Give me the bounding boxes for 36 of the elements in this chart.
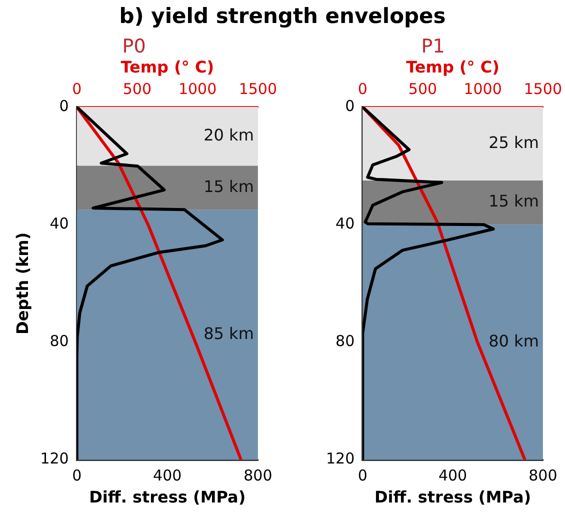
band-label: 25 km: [488, 132, 539, 152]
x2-tick-label: 1500: [238, 80, 278, 98]
y-axis-title: Depth (km): [12, 232, 32, 334]
x-axis-title: Diff. stress (MPa): [374, 488, 532, 507]
x-tick-label: 400: [153, 466, 182, 485]
x2-tick-label: 500: [408, 80, 438, 98]
x-tick-label: 800: [244, 466, 272, 485]
x2-tick-label: 0: [72, 80, 82, 98]
x2-tick-label: 500: [122, 80, 152, 98]
x2-tick-label: 1000: [178, 80, 217, 98]
x2-axis-title: Temp (° C): [120, 58, 214, 77]
y-tick-label: 80: [336, 332, 355, 350]
y-tick-label: 0: [59, 96, 69, 115]
y-tick-label: 80: [50, 332, 69, 350]
x-tick-label: 400: [438, 466, 468, 485]
chart-subtitle: P0: [122, 35, 146, 58]
y-tick-label: 40: [336, 214, 355, 232]
x-tick-label: 0: [358, 466, 368, 485]
y-tick-label: 120: [326, 450, 355, 468]
band-label: 20 km: [204, 126, 254, 145]
band-label: 80 km: [488, 331, 539, 350]
band-label: 15 km: [488, 192, 539, 211]
y-tick-label: 120: [40, 450, 69, 468]
x-axis-title: Diff. stress (MPa): [89, 488, 246, 507]
x2-tick-label: 0: [358, 80, 368, 98]
x2-axis-title: Temp (° C): [406, 58, 500, 77]
x-tick-label: 0: [72, 466, 82, 485]
x-tick-label: 800: [528, 466, 558, 485]
band-label: 15 km: [204, 177, 254, 196]
band-label: 85 km: [204, 324, 254, 344]
chart-subtitle: P1: [421, 35, 445, 58]
x2-tick-label: 1000: [464, 80, 502, 98]
chart-title: b) yield strength envelopes: [118, 4, 447, 28]
x2-tick-label: 1500: [524, 80, 562, 98]
y-tick-label: 0: [345, 96, 355, 115]
y-tick-label: 40: [50, 214, 69, 232]
